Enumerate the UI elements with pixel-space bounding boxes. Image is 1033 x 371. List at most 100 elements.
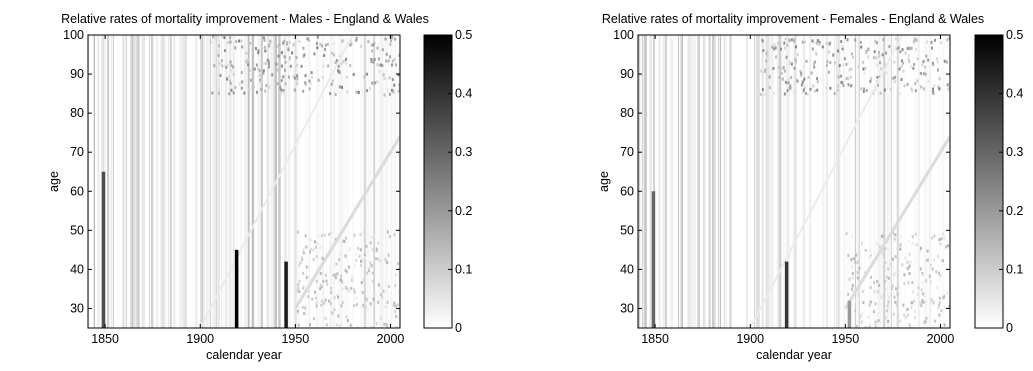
heatmap-cell bbox=[886, 275, 889, 279]
heatmap-cell bbox=[884, 280, 887, 284]
heatmap-cell bbox=[874, 56, 877, 60]
heatmap-cell bbox=[282, 75, 285, 79]
heatmap-cell bbox=[247, 35, 250, 39]
heatmap-cell bbox=[870, 275, 873, 279]
heatmap-streak bbox=[795, 35, 797, 328]
heatmap-cell bbox=[922, 292, 925, 296]
heatmap-cell bbox=[780, 71, 783, 75]
heatmap-cell bbox=[354, 252, 357, 256]
heatmap-cell bbox=[260, 87, 263, 91]
heatmap-cell bbox=[806, 92, 809, 96]
heatmap-cell bbox=[927, 58, 930, 62]
heatmap-cell bbox=[847, 77, 850, 81]
heatmap-cell bbox=[391, 78, 394, 82]
heatmap-streak bbox=[649, 35, 652, 328]
x-axis-label: calendar year bbox=[756, 348, 832, 362]
heatmap-cell bbox=[922, 87, 925, 91]
heatmap-cell bbox=[287, 75, 290, 79]
heatmap-highlight bbox=[651, 191, 656, 328]
heatmap-cell bbox=[938, 77, 941, 81]
heatmap-cell bbox=[859, 315, 862, 319]
y-tick-label: 60 bbox=[70, 184, 84, 198]
y-tick-label: 50 bbox=[620, 223, 634, 237]
heatmap-cell bbox=[867, 315, 870, 319]
heatmap-streak bbox=[205, 35, 209, 328]
heatmap-streak bbox=[228, 35, 231, 328]
heatmap-cell bbox=[342, 239, 345, 243]
heatmap-cell bbox=[279, 77, 282, 81]
heatmap-cell bbox=[271, 73, 274, 77]
heatmap-cell bbox=[857, 65, 860, 69]
heatmap-streak bbox=[946, 35, 949, 328]
x-tick-label: 1900 bbox=[736, 332, 764, 346]
heatmap-cell bbox=[932, 63, 935, 67]
heatmap-cell bbox=[217, 92, 220, 96]
heatmap-cell bbox=[374, 292, 377, 296]
heatmap-streak bbox=[223, 35, 225, 328]
heatmap-cell bbox=[323, 316, 326, 320]
heatmap-cell bbox=[906, 82, 909, 86]
heatmap-cell bbox=[923, 294, 926, 298]
heatmap-cell bbox=[836, 88, 839, 92]
heatmap-cell bbox=[840, 74, 843, 78]
heatmap-cell bbox=[854, 309, 857, 313]
heatmap-streak bbox=[156, 35, 158, 328]
heatmap-cell bbox=[899, 247, 902, 251]
heatmap-cell bbox=[340, 278, 343, 282]
heatmap-cell bbox=[784, 37, 787, 41]
heatmap-streak bbox=[833, 35, 835, 328]
colorbar-tick-label: 0.5 bbox=[455, 28, 472, 42]
heatmap-cells bbox=[638, 35, 950, 328]
heatmap-cell bbox=[324, 43, 327, 47]
heatmap-cell bbox=[793, 39, 796, 43]
heatmap-streak bbox=[167, 35, 169, 328]
heatmap-cell bbox=[932, 91, 935, 95]
x-tick-label: 1950 bbox=[831, 332, 859, 346]
heatmap-cell bbox=[901, 263, 904, 267]
heatmap-cell bbox=[896, 292, 899, 296]
heatmap-cell bbox=[355, 303, 358, 307]
heatmap-cell bbox=[941, 259, 944, 263]
heatmap-cell bbox=[904, 256, 907, 260]
heatmap-streak bbox=[204, 35, 206, 328]
heatmap-streak bbox=[875, 35, 878, 328]
heatmap-cell bbox=[301, 258, 304, 262]
heatmap-cell bbox=[394, 304, 397, 308]
heatmap-cell bbox=[381, 295, 384, 299]
heatmap-cell bbox=[876, 80, 879, 84]
heatmap-cell bbox=[259, 80, 262, 84]
heatmap-cell bbox=[312, 257, 315, 261]
heatmap-cell bbox=[883, 261, 886, 265]
heatmap-cell bbox=[887, 276, 890, 280]
heatmap-cell bbox=[764, 68, 767, 72]
heatmap-cell bbox=[825, 64, 828, 68]
heatmap-cell bbox=[255, 90, 258, 94]
heatmap-cell bbox=[883, 246, 886, 250]
heatmap-cell bbox=[373, 322, 376, 326]
heatmap-cell bbox=[919, 301, 922, 305]
heatmap-cell bbox=[267, 62, 270, 66]
heatmap-cell bbox=[342, 59, 345, 63]
heatmap-cell bbox=[246, 58, 249, 62]
heatmap-cell bbox=[346, 287, 349, 291]
heatmap-cell bbox=[268, 44, 271, 48]
heatmap-streak bbox=[329, 35, 332, 328]
heatmap-cell bbox=[902, 303, 905, 307]
heatmap-cell bbox=[837, 75, 840, 79]
heatmap-cell bbox=[361, 303, 364, 307]
heatmap-cell bbox=[352, 235, 355, 239]
heatmap-cell bbox=[925, 278, 928, 282]
heatmap-cell bbox=[908, 323, 911, 327]
heatmap-cell bbox=[850, 258, 853, 262]
heatmap-cell bbox=[365, 271, 368, 275]
heatmap-streak bbox=[148, 35, 150, 328]
heatmap-cell bbox=[898, 44, 901, 48]
heatmap-cell bbox=[768, 75, 771, 79]
heatmap-streak bbox=[333, 35, 336, 328]
heatmap-cell bbox=[856, 270, 859, 274]
heatmap-streak bbox=[287, 35, 291, 328]
heatmap-cell bbox=[228, 92, 231, 96]
y-tick-label: 100 bbox=[613, 28, 634, 42]
heatmap-cell bbox=[899, 319, 902, 323]
heatmap-cell bbox=[234, 85, 237, 89]
